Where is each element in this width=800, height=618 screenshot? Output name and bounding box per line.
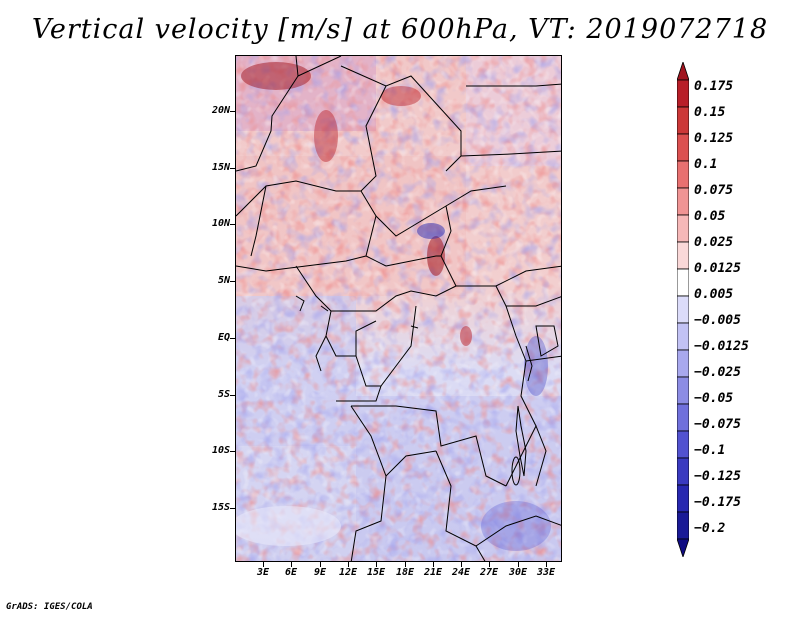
colorbar-label: 0.0125 bbox=[694, 261, 741, 276]
lat-tick bbox=[230, 338, 235, 339]
colorbar-block bbox=[677, 376, 689, 405]
lat-label: 5N bbox=[217, 275, 230, 286]
colorbar-label: −0.005 bbox=[694, 313, 741, 328]
colorbar-label: −0.025 bbox=[694, 365, 741, 380]
lon-tick bbox=[263, 562, 264, 567]
lon-tick bbox=[405, 562, 406, 567]
colorbar-label: −0.125 bbox=[694, 469, 741, 484]
colorbar-block bbox=[677, 106, 689, 135]
colorbar-label: −0.0125 bbox=[694, 339, 749, 354]
colorbar-label: 0.075 bbox=[694, 183, 734, 198]
lat-tick bbox=[230, 395, 235, 396]
colorbar-block bbox=[677, 187, 689, 216]
colorbar-block bbox=[677, 295, 689, 324]
lon-tick bbox=[461, 562, 462, 567]
country-borders bbox=[236, 56, 561, 561]
credit-text: GrADS: IGES/COLA bbox=[6, 602, 93, 612]
colorbar-label: 0.025 bbox=[694, 235, 734, 250]
lat-label: 15S bbox=[211, 502, 230, 513]
colorbar-label: 0.05 bbox=[694, 209, 726, 224]
lat-label: 5S bbox=[217, 389, 230, 400]
lon-tick bbox=[320, 562, 321, 567]
lat-label: 10N bbox=[211, 218, 230, 229]
lon-tick bbox=[518, 562, 519, 567]
colorbar-block bbox=[677, 430, 689, 459]
lon-label: 9E bbox=[313, 567, 327, 578]
colorbar-label: 0.15 bbox=[694, 105, 726, 120]
plot-title: Vertical velocity [m/s] at 600hPa, VT: 2… bbox=[31, 14, 769, 45]
colorbar-block bbox=[677, 349, 689, 378]
lat-label: 10S bbox=[211, 445, 230, 456]
colorbar-block bbox=[677, 457, 689, 486]
lon-label: 3E bbox=[256, 567, 270, 578]
colorbar-block bbox=[677, 133, 689, 162]
colorbar-block bbox=[677, 214, 689, 243]
map-field bbox=[236, 56, 561, 561]
field-strong-features bbox=[236, 62, 551, 551]
lon-label: 15E bbox=[366, 567, 386, 578]
lon-tick bbox=[546, 562, 547, 567]
lon-tick bbox=[348, 562, 349, 567]
map-panel bbox=[235, 55, 562, 562]
lakes bbox=[295, 295, 559, 486]
lon-label: 12E bbox=[338, 567, 358, 578]
colorbar-label: −0.075 bbox=[694, 417, 741, 432]
lat-label: 20N bbox=[211, 105, 230, 116]
lon-label: 27E bbox=[479, 567, 499, 578]
colorbar-block bbox=[677, 160, 689, 189]
lon-tick bbox=[489, 562, 490, 567]
lon-label: 6E bbox=[284, 567, 298, 578]
colorbar-label: 0.1 bbox=[694, 157, 718, 172]
colorbar-label: −0.1 bbox=[694, 443, 726, 458]
lat-tick bbox=[230, 111, 235, 112]
lat-tick bbox=[230, 451, 235, 452]
colorbar-block bbox=[677, 241, 689, 270]
lat-tick bbox=[230, 508, 235, 509]
lon-tick bbox=[291, 562, 292, 567]
colorbar bbox=[677, 62, 689, 557]
colorbar-block bbox=[677, 484, 689, 513]
lon-label: 30E bbox=[508, 567, 528, 578]
colorbar-block bbox=[677, 403, 689, 432]
colorbar-label: −0.05 bbox=[694, 391, 734, 406]
colorbar-label: −0.175 bbox=[694, 495, 741, 510]
colorbar-block bbox=[677, 511, 689, 540]
lon-label: 24E bbox=[451, 567, 471, 578]
lat-tick bbox=[230, 168, 235, 169]
lat-label: EQ bbox=[217, 332, 230, 343]
colorbar-block bbox=[677, 268, 689, 297]
colorbar-block bbox=[677, 538, 689, 557]
lon-label: 33E bbox=[536, 567, 556, 578]
lat-tick bbox=[230, 224, 235, 225]
colorbar-label: 0.125 bbox=[694, 131, 734, 146]
lon-label: 18E bbox=[395, 567, 415, 578]
lat-tick bbox=[230, 281, 235, 282]
colorbar-label: −0.2 bbox=[694, 521, 726, 536]
colorbar-block bbox=[677, 322, 689, 351]
colorbar-label: 0.175 bbox=[694, 79, 734, 94]
field-noise-neutral bbox=[236, 56, 561, 561]
lon-tick bbox=[376, 562, 377, 567]
colorbar-block bbox=[677, 79, 689, 108]
lon-tick bbox=[433, 562, 434, 567]
colorbar-block bbox=[677, 62, 689, 81]
lat-label: 15N bbox=[211, 162, 230, 173]
lon-label: 21E bbox=[423, 567, 443, 578]
colorbar-label: 0.005 bbox=[694, 287, 734, 302]
